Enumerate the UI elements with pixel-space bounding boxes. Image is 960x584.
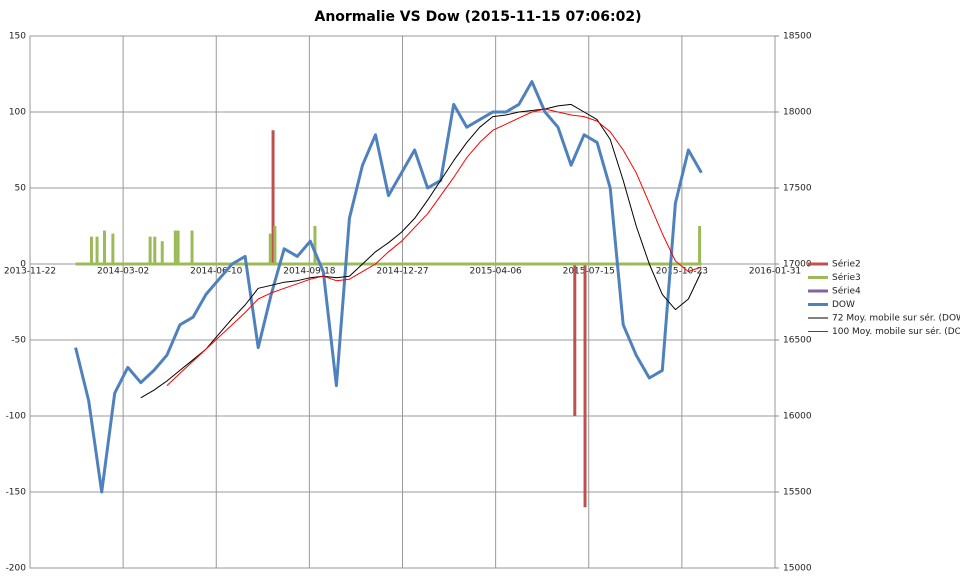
y2-tick-label: 18500: [783, 32, 812, 42]
y2-tick-label: 18000: [783, 108, 812, 118]
line-series: [140, 103, 702, 399]
legend-label: 100 Moy. mobile sur sér. (DOW): [832, 326, 960, 337]
legend-label: Série4: [832, 286, 861, 297]
y-tick-label: 0: [20, 260, 26, 270]
x-tick-label: 2015-07-15: [563, 267, 615, 277]
y2-tick-label: 17500: [783, 184, 812, 194]
y-tick-label: 150: [9, 32, 26, 42]
y-tick-label: 50: [15, 184, 27, 194]
y2-tick-label: 15500: [783, 488, 812, 498]
y-tick-label: -50: [11, 336, 26, 346]
y2-tick-label: 16500: [783, 336, 812, 346]
y-tick-label: 100: [9, 108, 26, 118]
legend-label: DOW: [832, 300, 855, 310]
legend-label: Série2: [832, 259, 861, 270]
line-series: [166, 108, 702, 386]
x-tick-label: 2015-04-06: [469, 267, 522, 277]
line-series: [74, 80, 703, 494]
x-tick-label: 2013-11-22: [4, 267, 56, 277]
x-tick-label: 2014-09-18: [283, 267, 336, 277]
x-tick-label: 2016-01-31: [749, 267, 801, 277]
y-tick-label: -200: [6, 564, 27, 574]
y2-tick-label: 15000: [783, 564, 812, 574]
chart-title: Anormalie VS Dow (2015-11-15 07:06:02): [314, 9, 641, 25]
y-tick-label: -150: [6, 488, 27, 498]
y2-tick-label: 16000: [783, 412, 812, 422]
x-tick-label: 2015-10-23: [656, 267, 708, 277]
x-tick-label: 2014-12-27: [376, 267, 428, 277]
y-tick-label: -100: [6, 412, 27, 422]
x-tick-label: 2014-06-10: [190, 267, 243, 277]
x-tick-label: 2014-03-02: [97, 267, 149, 277]
legend-label: 72 Moy. mobile sur sér. (DOW): [832, 313, 960, 324]
legend-label: Série3: [832, 272, 861, 283]
y2-tick-label: 17000: [783, 260, 812, 270]
